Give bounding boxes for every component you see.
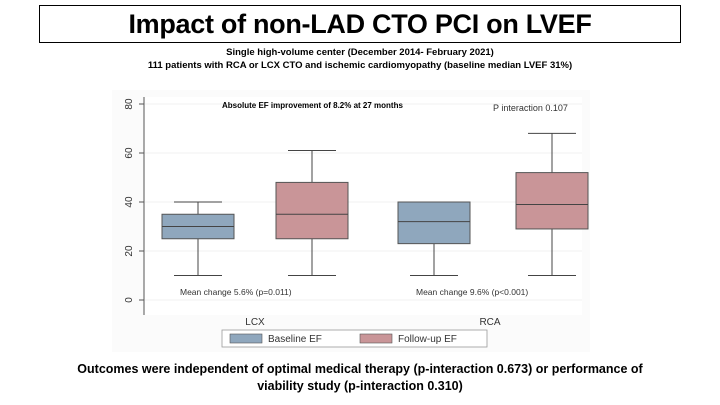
iqr-box — [397, 201, 471, 245]
legend-swatch-baseline — [229, 333, 263, 344]
legend: Baseline EF Follow-up EF — [221, 329, 488, 348]
y-tick-label-0: 0 — [124, 297, 135, 303]
box-plot-chart: 0 20 40 60 80 Absolute EF improvement of 8.2… — [112, 90, 590, 352]
annotation-p-interaction: P interaction 0.107 — [493, 103, 568, 113]
plot-area — [144, 97, 582, 315]
box-rca-baseline-ef — [397, 201, 471, 276]
slide-title: Impact of non-LAD CTO PCI on LVEF — [128, 8, 592, 39]
footer-note: Outcomes were independent of optimal med… — [30, 361, 690, 395]
annotation-ef-improvement: Absolute EF improvement of 8.2% at 27 mo… — [222, 101, 403, 110]
footer-line-2: viability study (p-interaction 0.310) — [257, 379, 463, 393]
legend-label-baseline: Baseline EF — [268, 334, 322, 345]
box-lcx-baseline-ef — [161, 201, 235, 276]
y-tick-label-80: 80 — [124, 98, 135, 110]
iqr-box — [515, 172, 589, 230]
subtitle-patients: 111 patients with RCA or LCX CTO and isc… — [147, 60, 573, 71]
footer-line-1: Outcomes were independent of optimal med… — [77, 362, 643, 376]
mean-change-rca: Mean change 9.6% (p<0.001) — [416, 287, 528, 297]
chart-container: 0 20 40 60 80 Absolute EF improvement of 8.2… — [112, 90, 590, 352]
legend-label-followup: Follow-up EF — [398, 334, 457, 345]
y-tick-label-20: 20 — [124, 245, 135, 257]
title-box: Impact of non-LAD CTO PCI on LVEF — [39, 5, 681, 43]
iqr-box — [275, 181, 349, 240]
y-tick-label-40: 40 — [124, 196, 135, 208]
box-rca-follow-up-ef — [515, 132, 589, 276]
legend-box — [221, 329, 488, 348]
x-label-rca: RCA — [479, 317, 500, 328]
subtitle-center: Single high-volume center (December 2014… — [226, 47, 494, 58]
box-lcx-follow-up-ef — [275, 150, 349, 276]
legend-swatch-followup — [359, 333, 393, 344]
mean-change-lcx: Mean change 5.6% (p=0.011) — [180, 287, 292, 297]
x-label-lcx: LCX — [245, 317, 265, 328]
y-tick-label-60: 60 — [124, 147, 135, 159]
